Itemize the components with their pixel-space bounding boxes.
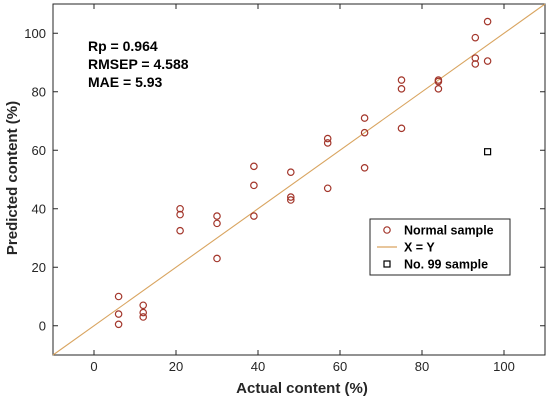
legend-marker-normal (383, 226, 391, 234)
x-tick-label: 20 (169, 359, 183, 374)
normal-sample-point (250, 162, 258, 171)
normal-sample-point (397, 76, 406, 84)
x-axis-label: Actual content (%) (236, 380, 368, 397)
normal-sample-point (114, 292, 123, 301)
annotation-mae: MAE = 5.93 (88, 74, 163, 90)
normal-sample-point (213, 254, 221, 263)
normal-sample-point (213, 212, 221, 220)
normal-sample-point (114, 310, 123, 318)
stats-annotation: Rp = 0.964 RMSEP = 4.588 MAE = 5.93 (88, 38, 189, 90)
annotation-rmsep: RMSEP = 4.588 (88, 56, 189, 72)
legend-label-square: No. 99 sample (404, 258, 488, 272)
normal-sample-point (176, 210, 184, 219)
y-tick-label: 40 (32, 201, 46, 216)
x-tick-label: 100 (493, 359, 515, 374)
normal-sample-point (213, 219, 221, 228)
normal-sample-point (360, 164, 369, 172)
y-tick-label: 80 (32, 84, 46, 99)
x-tick-label: 80 (415, 359, 429, 374)
y-tick-label: 60 (32, 143, 46, 158)
x-tick-label: 60 (333, 359, 347, 374)
normal-sample-point (397, 85, 406, 93)
normal-sample-point (434, 77, 443, 86)
normal-sample-point (483, 57, 492, 65)
normal-sample-point (286, 193, 295, 201)
x-tick-label: 0 (90, 359, 97, 374)
axis-ticks: 0 20 40 60 80 100 0 20 40 60 80 100 (24, 4, 545, 374)
normal-sample-point (397, 124, 406, 133)
normal-sample-point (286, 196, 295, 204)
y-tick-label: 100 (24, 26, 46, 41)
normal-sample-point (483, 17, 492, 26)
normal-sample-point (139, 308, 148, 317)
normal-sample-point (176, 226, 184, 235)
x-tick-label: 40 (251, 359, 265, 374)
legend-marker-square (383, 260, 391, 268)
normal-sample-point (286, 168, 295, 176)
annotation-rp: Rp = 0.964 (88, 38, 158, 54)
normal-sample-point (360, 114, 369, 122)
normal-sample-point (139, 313, 148, 321)
data-points (114, 17, 492, 329)
legend-label-normal: Normal sample (404, 224, 494, 238)
normal-sample-point (250, 181, 258, 190)
legend: Normal sample X = Y No. 99 sample (369, 218, 511, 276)
normal-sample-point (139, 301, 148, 310)
normal-sample-point (323, 184, 332, 193)
normal-sample-point (434, 85, 443, 93)
normal-sample-point (360, 128, 369, 137)
normal-sample-point (471, 33, 480, 42)
y-tick-label: 0 (39, 318, 46, 333)
y-tick-label: 20 (32, 260, 46, 275)
normal-sample-point (323, 134, 332, 143)
identity-line (52, 3, 546, 356)
normal-sample-point (114, 320, 123, 329)
normal-sample-point (471, 60, 480, 68)
identity-line-path (52, 3, 546, 356)
y-axis-label: Predicted content (%) (4, 101, 21, 255)
normal-sample-point (323, 139, 332, 147)
legend-label-line: X = Y (404, 241, 435, 255)
no99-sample-point (484, 148, 492, 156)
normal-sample-point (250, 212, 258, 220)
